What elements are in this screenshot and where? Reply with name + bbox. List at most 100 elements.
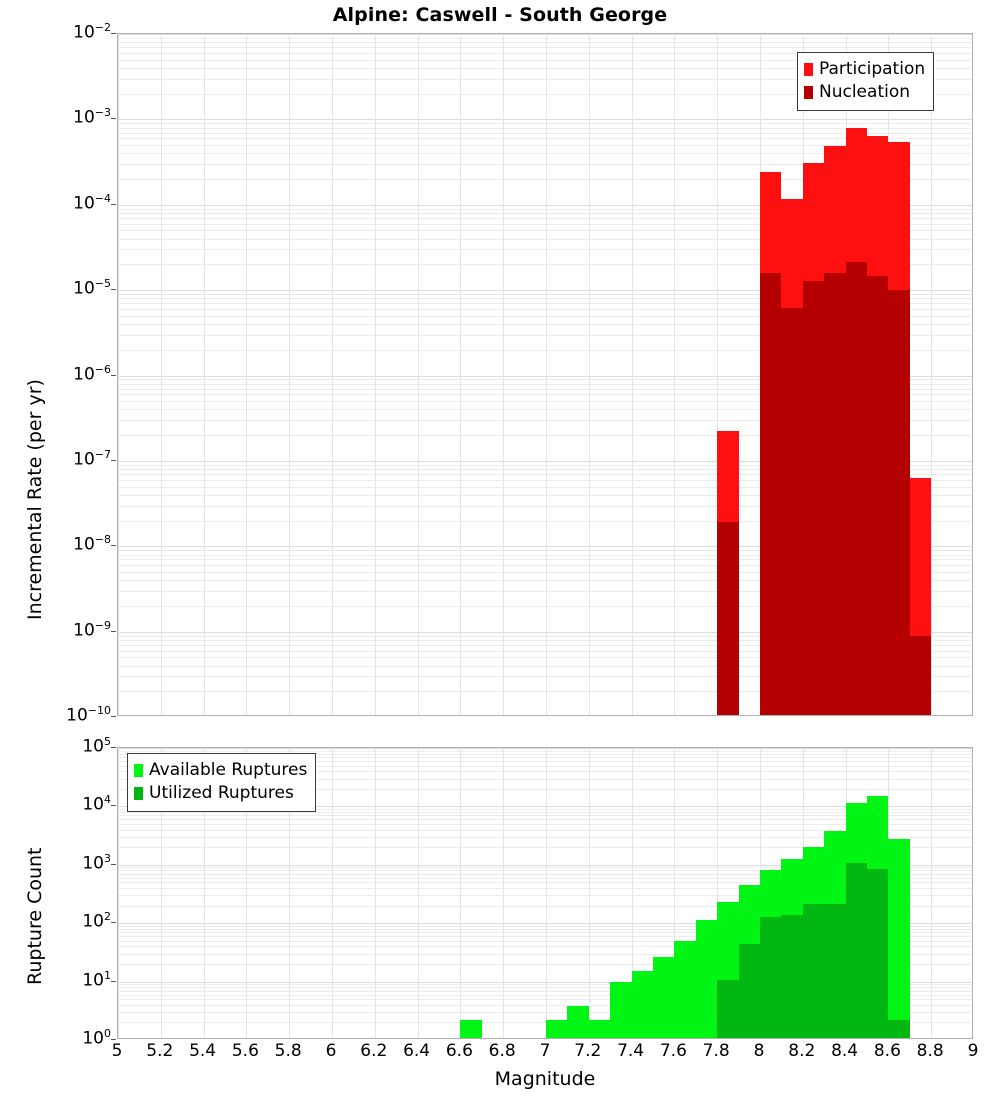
incremental-rate-plot [117,33,973,716]
bar-segment [460,1020,482,1038]
legend-label-participation: Participation [819,59,926,79]
bar-segment [845,262,867,715]
legend-item-participation[interactable]: Participation [804,58,925,81]
x-tick-label: 5.2 [146,1041,174,1061]
bar-segment [909,635,932,715]
x-tick-label: 8.8 [916,1041,944,1061]
y-tick-label: 101 [82,968,111,991]
bar [781,34,803,715]
bar [546,748,568,1038]
legend-rupture-count: Available Ruptures Utilized Ruptures [127,753,317,812]
bar [717,34,739,715]
bar-segment [738,944,760,1038]
bar [845,748,867,1038]
x-tick-label: 7.2 [574,1041,602,1061]
bar [760,748,782,1038]
x-tick-label: 7 [539,1041,551,1061]
x-tick-label: 7.6 [659,1041,687,1061]
y-tick-label: 10−6 [73,362,111,385]
bar-segment [888,290,910,715]
bar-segment [781,308,803,715]
y-tick-label: 10−5 [73,277,111,299]
legend-label-nucleation: Nucleation [819,82,911,102]
y-axis-ticks-top: 10−10 10−9 10−8 10−7 10−6 10−5 10−4 10−3 10−2 [37,0,116,1100]
bar-segment [760,916,782,1038]
bar [482,748,503,1038]
bar [867,748,889,1038]
bar [760,34,782,715]
participation-swatch-icon [804,63,813,76]
bar-segment [802,903,825,1038]
bar [824,34,846,715]
bar [888,34,910,715]
bar [802,34,825,715]
bar-segment [717,522,739,715]
bar-segment [610,982,632,1038]
bar-segment [802,281,825,715]
page-title: Alpine: Caswell - South George [332,4,668,26]
y-tick-label: 10−2 [73,21,111,43]
bar [888,748,910,1038]
bar [588,748,611,1038]
bars-incremental-rate [118,34,972,715]
bar-segment [781,914,803,1038]
x-tick-label: 8 [753,1041,765,1061]
x-tick-label: 6.6 [445,1041,473,1061]
bar [674,748,696,1038]
bar [460,748,482,1038]
bar [653,748,675,1038]
y-tick-label: 105 [82,735,111,757]
x-tick-label: 6 [325,1041,337,1061]
y-tick-label: 10−7 [73,447,111,470]
bar-segment [760,273,782,715]
bar [695,748,718,1038]
bar-segment [653,957,675,1038]
y-tick-label: 103 [82,851,111,874]
bar [909,34,932,715]
bar-segment [888,1020,910,1038]
legend-item-available-ruptures[interactable]: Available Ruptures [134,759,307,782]
x-axis-title: Magnitude [494,1068,596,1090]
bar-segment [717,979,739,1038]
y-tick-label: 102 [82,910,111,932]
bar [631,748,653,1038]
x-tick-label: 5.8 [274,1041,302,1061]
bar [717,748,739,1038]
bar-segment [824,273,846,715]
y-tick-label: 10−3 [73,106,111,129]
bar [824,748,846,1038]
bars-rupture-count [118,748,972,1038]
utilized-ruptures-swatch-icon [134,787,143,800]
legend-item-utilized-ruptures[interactable]: Utilized Ruptures [134,782,307,805]
y-tick-label: 10−10 [66,704,111,726]
x-tick-label: 7.8 [702,1041,730,1061]
x-tick-label: 6.2 [360,1041,388,1061]
x-tick-label: 6.4 [403,1041,431,1061]
legend-incremental-rate: Participation Nucleation [797,52,935,111]
x-tick-label: 7.4 [617,1041,645,1061]
x-tick-label: 8.2 [788,1041,816,1061]
legend-label-utilized-ruptures: Utilized Ruptures [149,783,294,803]
bar [802,748,825,1038]
y-tick-label: 10−4 [73,191,111,214]
x-tick-label: 5.4 [189,1041,217,1061]
x-tick-label: 5.6 [231,1041,259,1061]
bar [867,34,889,715]
x-tick-label: 6.8 [488,1041,516,1061]
bar-segment [546,1020,568,1038]
bar-segment [588,1020,611,1038]
bar [845,34,867,715]
x-tick-label: 5 [111,1041,123,1061]
y-tick-label: 100 [82,1027,111,1049]
bar [610,748,632,1038]
legend-item-nucleation[interactable]: Nucleation [804,81,925,104]
x-tick-label: 8.4 [831,1041,859,1061]
y-tick-label: 10−9 [73,618,111,641]
legend-label-available-ruptures: Available Ruptures [149,760,308,780]
x-axis-ticks: 5 5.2 5.4 5.6 5.8 6 6.2 6.4 6.6 6.8 7 7.2 7.4 7.6 7.8 8… [0,1041,1000,1071]
available-ruptures-swatch-icon [134,764,143,777]
bar [738,748,760,1038]
y-tick-label: 10−8 [73,533,111,555]
bar-segment [888,838,910,1038]
